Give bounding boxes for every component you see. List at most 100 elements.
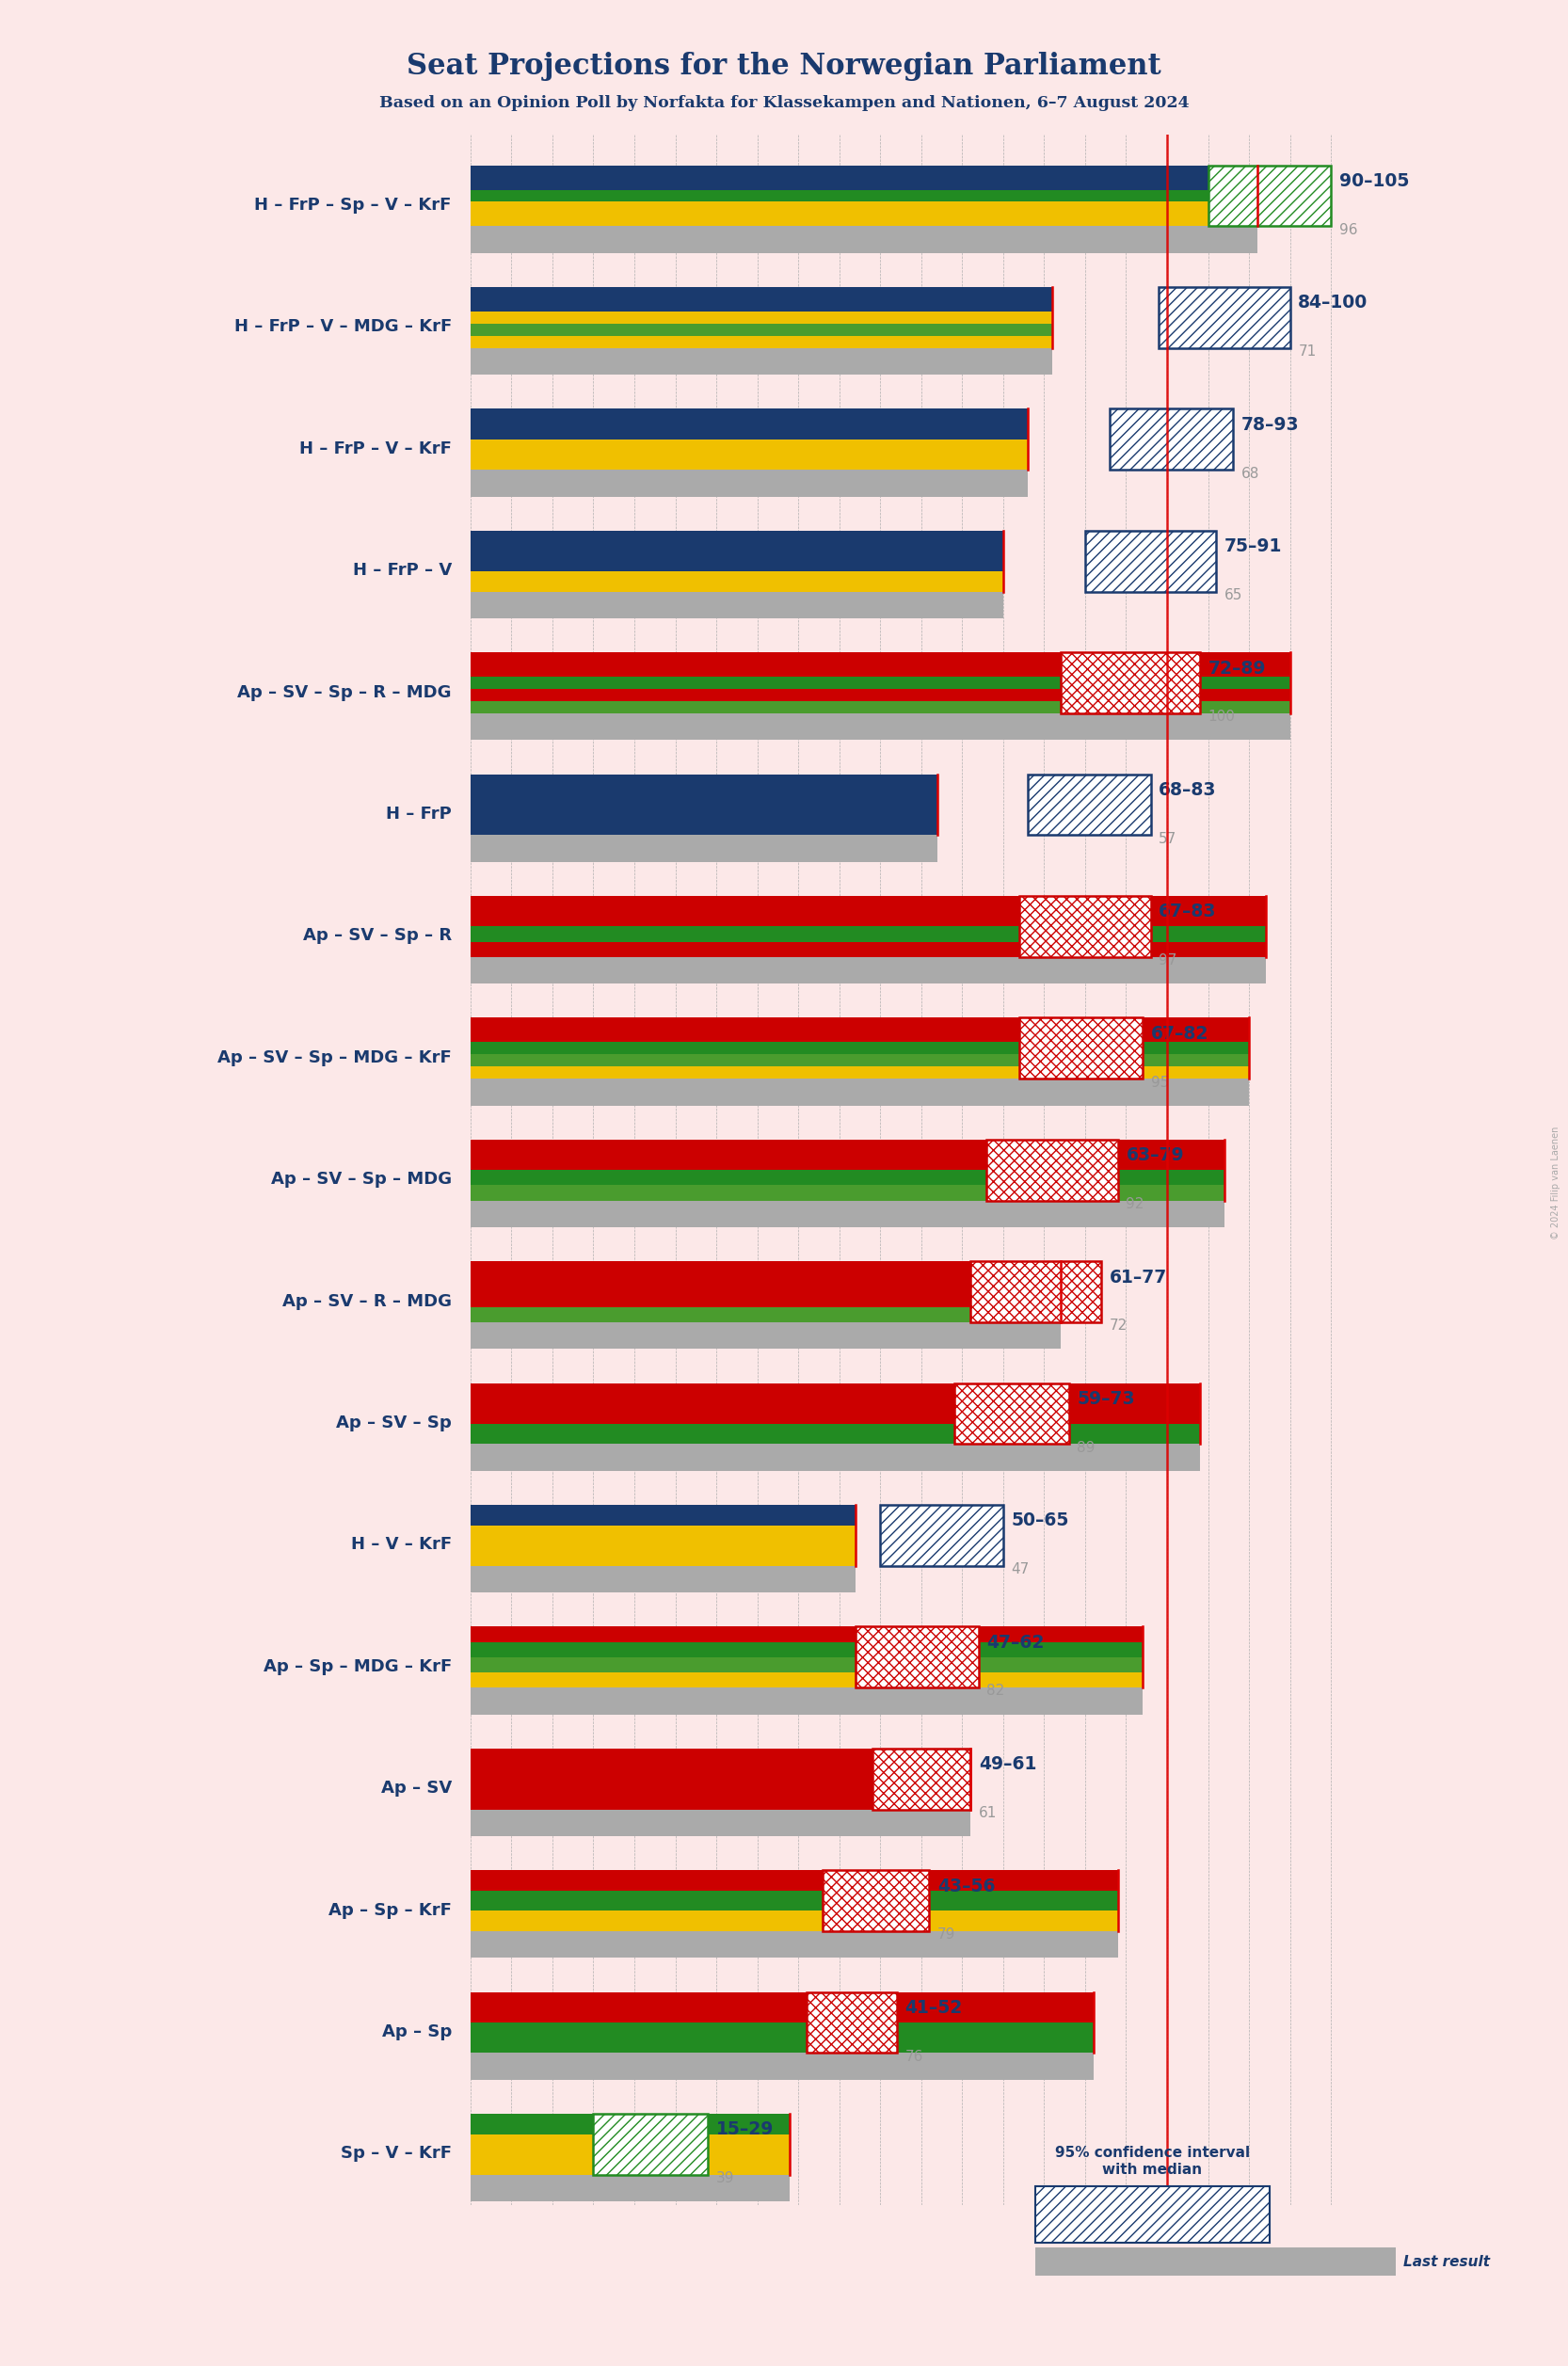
Bar	[470, 911, 1265, 927]
Bar	[1060, 653, 1200, 712]
Bar	[856, 1628, 978, 1687]
Text: Ap – SV – Sp – R: Ap – SV – Sp – R	[303, 927, 452, 944]
Bar	[470, 1869, 1118, 1890]
Bar	[470, 1424, 1200, 1443]
Bar	[823, 1869, 930, 1931]
Bar	[470, 689, 1290, 700]
Text: 95: 95	[1151, 1074, 1168, 1088]
Bar	[470, 177, 1258, 189]
Bar	[470, 1067, 1250, 1079]
Bar	[470, 1748, 971, 1779]
Bar	[470, 324, 1052, 336]
Bar	[470, 665, 1290, 677]
Text: 59–73: 59–73	[1077, 1389, 1135, 1408]
Bar	[470, 1642, 1143, 1656]
Text: 95% confidence interval
with median: 95% confidence interval with median	[1055, 2146, 1250, 2177]
Bar	[470, 2113, 790, 2134]
Bar	[470, 1292, 1060, 1306]
Bar	[470, 1169, 1225, 1185]
Bar	[470, 1278, 1060, 1292]
Text: 65: 65	[1225, 589, 1243, 603]
Bar	[470, 312, 1052, 324]
Text: 79: 79	[938, 1928, 956, 1942]
Text: Last result: Last result	[1403, 2255, 1490, 2269]
Text: Ap – Sp – KrF: Ap – Sp – KrF	[328, 1902, 452, 1919]
Text: 97: 97	[1159, 953, 1178, 968]
Text: 78–93: 78–93	[1240, 416, 1298, 433]
Bar	[470, 1526, 856, 1545]
Bar	[470, 424, 1027, 440]
Text: 75–91: 75–91	[1225, 537, 1283, 556]
Text: 43–56: 43–56	[938, 1876, 996, 1895]
Bar	[470, 1185, 1225, 1200]
Bar	[470, 348, 1052, 374]
Text: Ap – SV – Sp – R – MDG: Ap – SV – Sp – R – MDG	[237, 684, 452, 700]
Bar	[470, 956, 1265, 984]
Text: 72: 72	[1110, 1318, 1127, 1332]
Text: Ap – Sp: Ap – Sp	[381, 2023, 452, 2039]
Bar	[470, 2023, 1093, 2054]
Bar	[470, 927, 1265, 942]
Text: H – FrP – V: H – FrP – V	[353, 563, 452, 580]
Bar	[470, 1200, 1225, 1228]
Bar	[1085, 530, 1217, 592]
Bar	[470, 1656, 1143, 1673]
Bar	[470, 1055, 1250, 1067]
Text: 100: 100	[1207, 710, 1236, 724]
Bar	[470, 942, 1265, 956]
Bar	[470, 2054, 1093, 2080]
Text: 50–65: 50–65	[1011, 1512, 1069, 1531]
Text: H – FrP – V – KrF: H – FrP – V – KrF	[299, 440, 452, 457]
Text: © 2024 Filip van Laenen: © 2024 Filip van Laenen	[1551, 1126, 1560, 1240]
Bar	[986, 1140, 1118, 1200]
Bar	[470, 804, 938, 835]
Bar	[470, 1890, 1118, 1912]
Text: 57: 57	[1159, 833, 1178, 845]
Bar	[470, 1779, 971, 1810]
Bar	[470, 1443, 1200, 1472]
Bar	[470, 551, 1004, 570]
Bar	[470, 2174, 790, 2200]
Text: 39: 39	[717, 2172, 735, 2186]
Bar	[470, 440, 1027, 454]
Bar	[470, 1029, 1250, 1041]
Bar	[953, 1384, 1069, 1443]
Bar	[470, 1079, 1250, 1105]
Bar	[470, 286, 1052, 298]
Bar	[470, 1810, 971, 1836]
Bar	[593, 2113, 709, 2174]
Text: 72–89: 72–89	[1207, 660, 1265, 677]
Text: 41–52: 41–52	[905, 1999, 963, 2016]
Bar	[1027, 774, 1151, 835]
Bar	[470, 1673, 1143, 1687]
Text: 84–100: 84–100	[1298, 293, 1369, 312]
Text: Ap – SV – Sp – MDG: Ap – SV – Sp – MDG	[271, 1171, 452, 1188]
Text: Based on an Opinion Poll by Norfakta for Klassekampen and Nationen, 6–7 August 2: Based on an Opinion Poll by Norfakta for…	[379, 95, 1189, 111]
Bar	[470, 166, 1258, 177]
Bar	[470, 677, 1290, 689]
Text: 67–83: 67–83	[1159, 904, 1217, 920]
Bar	[1019, 897, 1151, 956]
Bar	[470, 1687, 1143, 1715]
Bar	[470, 1323, 1060, 1349]
Bar	[470, 1041, 1250, 1055]
Text: 68–83: 68–83	[1159, 781, 1217, 800]
Bar	[470, 592, 1004, 618]
Bar	[470, 1931, 1118, 1959]
Text: 90–105: 90–105	[1339, 173, 1410, 189]
Text: 67–82: 67–82	[1151, 1024, 1209, 1043]
Bar	[470, 1384, 1200, 1403]
Bar	[470, 189, 1258, 201]
Bar	[470, 1505, 856, 1526]
Bar	[470, 570, 1004, 592]
Text: 47: 47	[1011, 1562, 1030, 1576]
Bar	[470, 530, 1004, 551]
Bar	[1110, 409, 1232, 471]
Text: 63–79: 63–79	[1126, 1148, 1184, 1164]
Text: 61–77: 61–77	[1110, 1268, 1167, 1287]
Text: Ap – Sp – MDG – KrF: Ap – Sp – MDG – KrF	[263, 1659, 452, 1675]
Bar	[470, 1261, 1060, 1278]
Text: 61: 61	[978, 1805, 997, 1819]
Bar	[470, 2134, 790, 2155]
Bar	[880, 1505, 1004, 1566]
